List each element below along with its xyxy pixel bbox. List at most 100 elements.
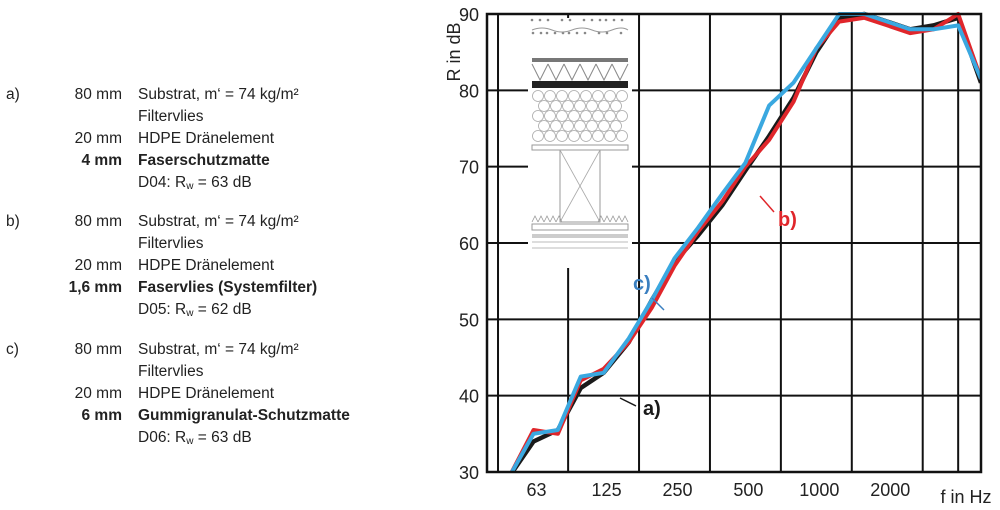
insulation-cell	[604, 110, 616, 122]
substrate-grain	[583, 31, 587, 35]
rating-prefix: D06: R	[138, 429, 187, 446]
protection-mat	[532, 81, 628, 88]
layer-thickness: 1,6 mm	[68, 279, 122, 296]
chart-frame	[485, 12, 983, 474]
insulation-cell	[550, 120, 562, 132]
y-tick-label: 50	[459, 310, 479, 330]
insulation-cell	[616, 110, 628, 122]
layer-description: Gummigranulat-Schutzmatte	[138, 407, 350, 424]
rating-prefix: D05: R	[138, 301, 187, 318]
roof-cross-section-diagram	[528, 18, 632, 268]
y-tick-label: 40	[459, 387, 479, 407]
substrate-grain	[619, 31, 623, 35]
y-tick-label: 60	[459, 234, 479, 254]
insulation-cell	[580, 90, 592, 102]
annotation-leader	[759, 195, 775, 213]
substrate-grain	[538, 18, 542, 22]
insulation-cell	[610, 100, 622, 112]
y-tick-label: 30	[459, 463, 479, 483]
batten-insulation	[531, 215, 539, 223]
insulation-cell	[592, 130, 604, 142]
insulation-cell	[568, 90, 580, 102]
insulation-cell	[598, 120, 610, 132]
x-tick-label: 125	[592, 480, 622, 500]
rating-value: = 63 dB	[193, 429, 252, 446]
insulation-cell	[574, 120, 586, 132]
insulation-cell	[592, 110, 604, 122]
insulation-cell	[604, 90, 616, 102]
insulation-cell	[586, 120, 598, 132]
drainage-element	[547, 63, 565, 82]
ceiling-board	[532, 234, 628, 238]
annotation-leader	[651, 297, 665, 311]
insulation-cell	[562, 120, 574, 132]
insulation-cell	[592, 90, 604, 102]
drainage-element	[579, 63, 597, 82]
batten-insulation	[603, 215, 611, 223]
insulation-cell	[568, 130, 580, 142]
annotation-label: c)	[633, 273, 651, 295]
sound-rating: D05: Rw = 62 dB	[138, 299, 252, 321]
insulation-cell	[550, 100, 562, 112]
insulation-cell	[556, 110, 568, 122]
x-axis-label: f in Hz	[940, 487, 991, 507]
layer-thickness: 80 mm	[74, 86, 122, 103]
insulation-cell	[544, 130, 556, 142]
ceiling-layer	[531, 223, 629, 231]
layer-description: HDPE Dränelement	[138, 257, 275, 274]
annotation-label: a)	[643, 398, 661, 420]
substrate-grain	[575, 31, 579, 35]
insulation-cell	[598, 100, 610, 112]
series-line-c	[509, 12, 981, 472]
x-tick-label: 1000	[799, 480, 839, 500]
insulation-cell	[538, 120, 550, 132]
insulation-cell	[532, 90, 544, 102]
substrate-grain	[546, 18, 550, 22]
substrate-grain	[539, 31, 543, 35]
rafter	[559, 149, 601, 223]
insulation-cell	[580, 110, 592, 122]
batten-insulation	[537, 215, 545, 223]
insulation-cell	[544, 90, 556, 102]
substrate-grain	[590, 18, 594, 22]
chart-annotations: a) b) c)	[619, 195, 797, 420]
substrate-grain	[567, 31, 571, 35]
insulation-cell	[532, 130, 544, 142]
x-tick-label: 63	[526, 480, 546, 500]
rating-value: = 63 dB	[193, 174, 252, 191]
substrate-grain	[612, 18, 616, 22]
drainage-element	[595, 63, 613, 82]
insulation-cell	[574, 100, 586, 112]
plot-border	[485, 12, 983, 474]
substrate-grain	[582, 18, 586, 22]
layer-thickness: 80 mm	[74, 341, 122, 358]
substrate-grain	[530, 18, 534, 22]
rating-subscript: w	[186, 308, 194, 319]
sound-rating: D04: Rw = 63 dB	[138, 172, 252, 194]
y-tick-label: 90	[459, 5, 479, 25]
x-tick-label: 500	[733, 480, 763, 500]
rating-subscript: w	[186, 181, 194, 192]
substrate-grain	[545, 31, 549, 35]
layer-description: Filtervlies	[138, 108, 204, 125]
sound-reduction-chart: 30 40 50 60 70 80 90 63 125 250 500 1000 2000 a) b) c)…	[444, 5, 992, 507]
substrate-grain	[605, 31, 609, 35]
batten-insulation	[555, 215, 563, 223]
layer-thickness: 6 mm	[81, 407, 123, 424]
rating-prefix: D04: R	[138, 174, 187, 191]
layer-description: HDPE Dränelement	[138, 130, 275, 147]
layer-thickness: 20 mm	[74, 130, 122, 147]
substrate-grain	[604, 18, 608, 22]
drainage-element	[563, 63, 581, 82]
insulation-cell	[604, 130, 616, 142]
substrate-grain	[568, 18, 572, 22]
y-tick-label: 70	[459, 158, 479, 178]
y-tick-label: 80	[459, 81, 479, 101]
sound-rating: D06: Rw = 63 dB	[138, 427, 252, 449]
variant-letter: b)	[6, 213, 20, 230]
insulation-cell	[616, 90, 628, 102]
insulation-cell	[616, 130, 628, 142]
substrate-grain	[560, 18, 564, 22]
batten-insulation	[621, 215, 629, 223]
y-axis-label: R in dB	[444, 22, 464, 81]
